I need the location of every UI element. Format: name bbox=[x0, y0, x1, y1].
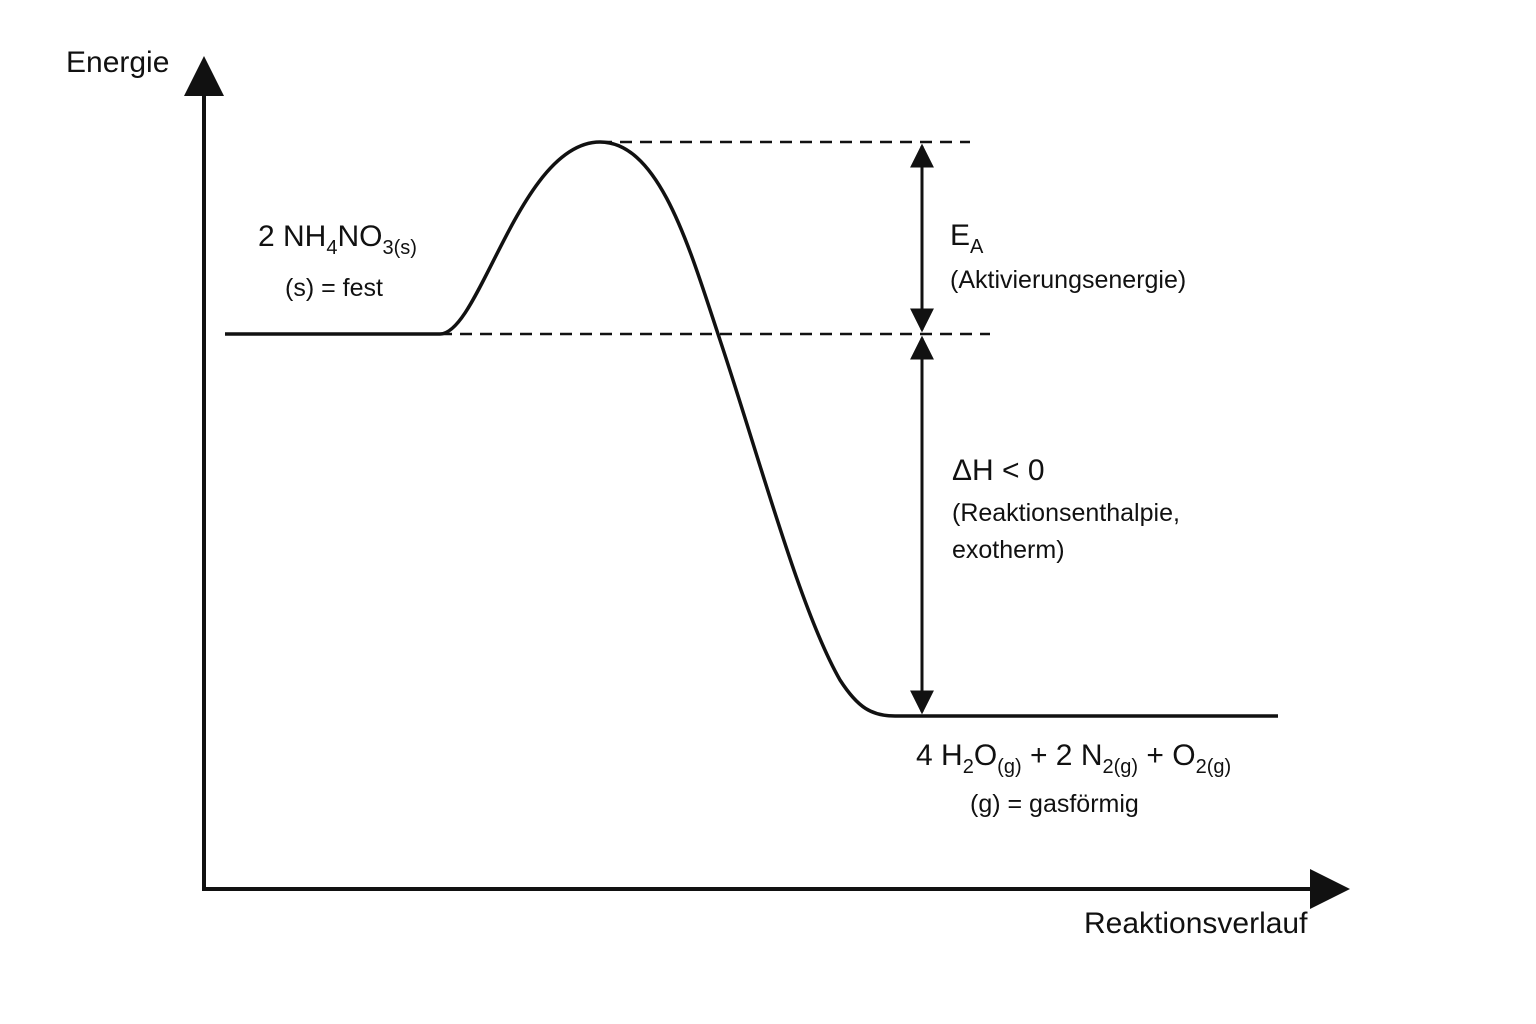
formula-part: NO bbox=[337, 220, 382, 253]
formula-part: + O bbox=[1138, 739, 1196, 772]
ea-symbol: EA bbox=[950, 219, 984, 258]
formula-sub: 2(g) bbox=[1196, 756, 1232, 778]
reactant-formula: 2 NH4NO3(s) bbox=[258, 220, 417, 259]
ea-label: (Aktivierungsenergie) bbox=[950, 266, 1186, 294]
product-formula: 4 H2O(g) + 2 N2(g) + O2(g) bbox=[916, 739, 1231, 778]
formula-part: 2 NH bbox=[258, 220, 326, 253]
formula-sub: 2 bbox=[963, 756, 974, 778]
symbol-part: E bbox=[950, 219, 970, 252]
x-axis-label: Reaktionsverlauf bbox=[1084, 907, 1308, 940]
y-axis-label: Energie bbox=[66, 46, 169, 79]
symbol-sub: A bbox=[970, 236, 984, 258]
dh-label: exotherm) bbox=[952, 536, 1065, 564]
formula-sub: 3(s) bbox=[382, 237, 416, 259]
formula-sub: (g) bbox=[997, 756, 1021, 778]
product-note: (g) = gasförmig bbox=[970, 790, 1139, 818]
dh-label: (Reaktionsenthalpie, bbox=[952, 499, 1180, 527]
dh-symbol: ΔH < 0 bbox=[952, 454, 1045, 487]
formula-part: 4 H bbox=[916, 739, 963, 772]
formula-sub: 4 bbox=[326, 237, 337, 259]
formula-sub: 2(g) bbox=[1102, 756, 1138, 778]
formula-part: + 2 N bbox=[1022, 739, 1103, 772]
energy-curve bbox=[225, 140, 1278, 718]
formula-part: O bbox=[974, 739, 997, 772]
reactant-note: (s) = fest bbox=[285, 274, 383, 302]
